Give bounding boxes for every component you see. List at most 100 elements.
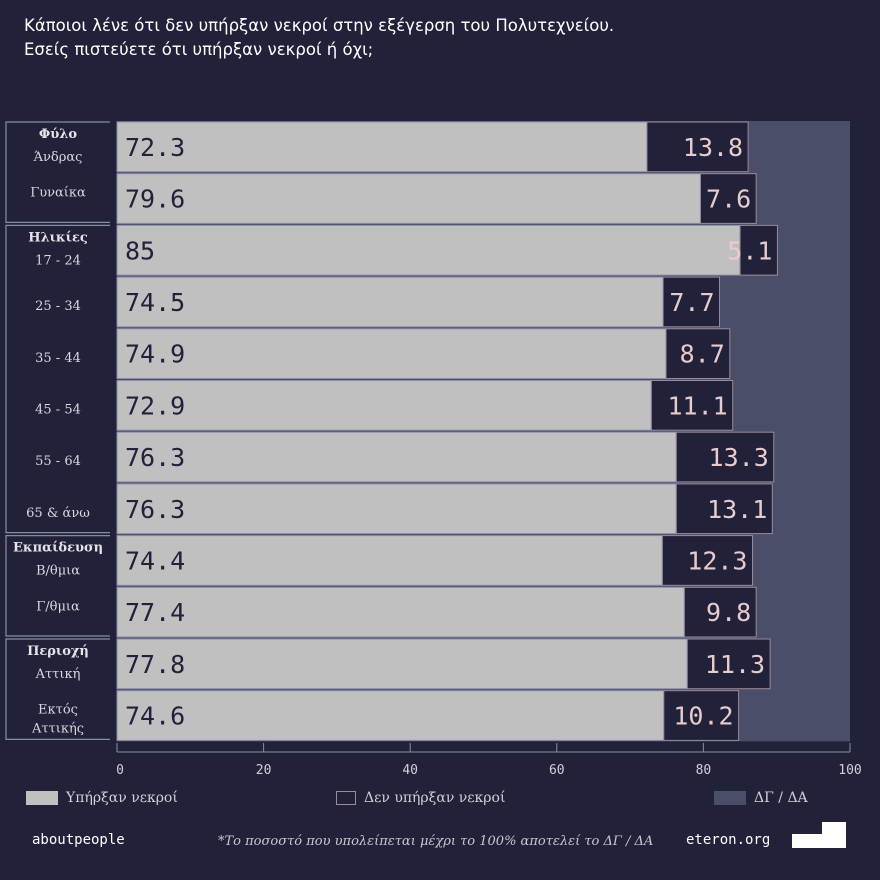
bar-no — [683, 586, 757, 638]
group-label: Ηλικίες — [28, 230, 88, 245]
category-label-cont: Αττικής — [31, 722, 84, 737]
bar-yes — [116, 431, 677, 483]
bar-dk — [773, 432, 850, 482]
bar-no — [675, 483, 773, 535]
group-bracket — [5, 535, 110, 637]
group-bracket — [5, 121, 110, 223]
bar-yes — [116, 380, 652, 431]
label-yes: 72.9 — [125, 391, 185, 420]
bar-dk — [752, 535, 850, 586]
category-label: Γ/θμια — [36, 599, 80, 614]
category-label: 45 - 54 — [35, 403, 81, 418]
label-no: 7.7 — [669, 288, 714, 317]
category-label: 35 - 44 — [35, 351, 81, 366]
eteron-logo-icon — [792, 822, 846, 848]
bar-dk — [756, 173, 850, 224]
category-label: Β/θμια — [36, 564, 80, 579]
label-no: 13.8 — [683, 133, 743, 162]
x-tick-label: 100 — [838, 763, 861, 778]
bar-dk — [748, 122, 850, 172]
label-yes: 76.3 — [125, 443, 185, 472]
bar-yes — [116, 483, 677, 535]
bar-no — [665, 328, 731, 379]
category-label: Αττική — [35, 667, 81, 682]
legend-no: Δεν υπήρξαν νεκροί — [336, 790, 505, 806]
bar-yes — [116, 224, 741, 276]
group-label: Φύλο — [39, 127, 77, 142]
legend-swatch-dk — [714, 791, 746, 805]
group-label: Εκπαίδευση — [13, 541, 103, 556]
legend-dk: ΔΓ / ΔΑ — [714, 790, 808, 806]
label-yes: 74.9 — [125, 340, 185, 369]
label-no: 9.8 — [706, 598, 751, 627]
bar-dk — [756, 587, 850, 637]
legend-label-yes: Υπήρξαν νεκροί — [66, 790, 178, 806]
legend-swatch-yes — [26, 791, 58, 805]
bar-no — [675, 431, 775, 483]
label-no: 11.3 — [705, 650, 765, 679]
label-yes: 76.3 — [125, 495, 185, 524]
bar-dk — [738, 690, 850, 741]
label-yes: 85 — [125, 236, 155, 265]
label-yes: 74.5 — [125, 288, 185, 317]
category-label: Εκτός — [38, 703, 78, 718]
legend-swatch-no — [336, 791, 356, 805]
label-yes: 72.3 — [125, 133, 185, 162]
label-yes: 77.8 — [125, 650, 185, 679]
label-no: 7.6 — [706, 185, 751, 214]
bar-yes — [116, 121, 648, 173]
bar-dk — [732, 380, 850, 431]
label-no: 8.7 — [680, 340, 725, 369]
bar-yes — [116, 276, 664, 328]
bar-no — [663, 690, 740, 741]
bar-dk — [719, 277, 850, 327]
label-no: 13.3 — [709, 443, 769, 472]
group-bracket — [5, 224, 110, 534]
legend-label-dk: ΔΓ / ΔΑ — [754, 790, 808, 806]
bar-yes — [116, 690, 665, 741]
label-yes: 74.6 — [125, 702, 185, 731]
footer-note: *Το ποσοστό που υπολείπεται μέχρι το 100… — [218, 834, 654, 849]
x-tick-label: 40 — [402, 763, 418, 778]
bar-no — [646, 121, 749, 173]
bar-no — [699, 173, 757, 224]
bar-dk — [772, 483, 850, 534]
title-line-1: Κάποιοι λένε ότι δεν υπήρξαν νεκροί στην… — [24, 16, 615, 35]
x-tick-label: 60 — [549, 763, 565, 778]
bar-dk — [777, 225, 850, 276]
x-tick-label: 20 — [256, 763, 272, 778]
category-label: 17 - 24 — [35, 253, 81, 268]
label-yes: 74.4 — [125, 546, 185, 575]
bar-dk — [729, 328, 850, 379]
bar-no — [650, 380, 734, 431]
category-label: Άνδρας — [33, 150, 83, 165]
legend-yes: Υπήρξαν νεκροί — [26, 790, 178, 806]
x-tick-label: 80 — [696, 763, 712, 778]
bar-no — [661, 535, 754, 586]
chart-title: Κάποιοι λένε ότι δεν υπήρξαν νεκροί στην… — [24, 14, 614, 62]
label-no: 13.1 — [707, 495, 767, 524]
category-label: 25 - 34 — [35, 299, 81, 314]
group-bracket — [5, 638, 110, 740]
category-label: Γυναίκα — [30, 186, 86, 201]
x-tick-label: 0 — [116, 763, 124, 778]
bar-no — [662, 276, 721, 328]
footer-aboutpeople: aboutpeople — [32, 832, 125, 848]
bar-yes — [116, 586, 685, 638]
label-no: 10.2 — [673, 702, 733, 731]
label-no: 5.1 — [727, 236, 772, 265]
dk-background — [117, 121, 850, 742]
title-line-2: Εσείς πιστεύετε ότι υπήρξαν νεκροί ή όχι… — [24, 40, 374, 59]
label-no: 12.3 — [687, 546, 747, 575]
bar-dk — [770, 639, 850, 689]
category-label: 65 & άνω — [26, 506, 90, 521]
bar-yes — [116, 328, 667, 379]
category-label: 55 - 64 — [35, 454, 81, 469]
bar-yes — [116, 173, 701, 224]
bar-no — [739, 224, 778, 276]
legend-label-no: Δεν υπήρξαν νεκροί — [364, 790, 506, 806]
bar-no — [686, 638, 771, 690]
group-label: Περιοχή — [27, 644, 89, 659]
label-no: 11.1 — [668, 391, 728, 420]
